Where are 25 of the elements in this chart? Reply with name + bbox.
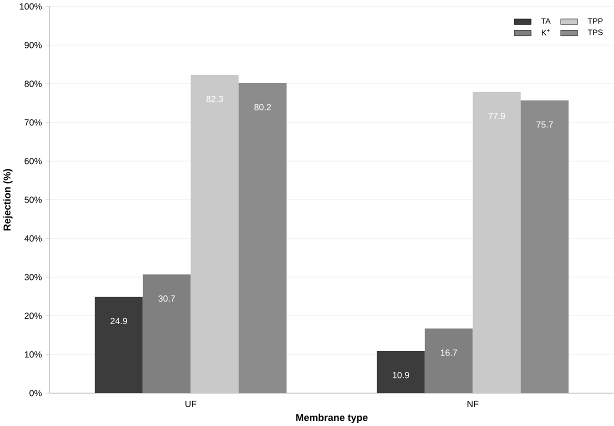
y-tick-label: 90% [24, 42, 42, 48]
y-tick-label: 60% [24, 158, 42, 164]
bar [190, 74, 239, 393]
data-label: 10.9 [392, 372, 410, 378]
data-label: 30.7 [158, 295, 175, 302]
y-tick-label: 30% [24, 274, 42, 280]
bar [94, 296, 143, 393]
bar [376, 350, 425, 393]
x-tick-label: UF [185, 400, 196, 407]
data-label: 16.7 [440, 349, 457, 356]
y-tick-label: 40% [24, 235, 42, 242]
y-tick-label: 0% [30, 390, 42, 396]
y-tick-label: 50% [24, 196, 42, 203]
data-label: 75.7 [536, 121, 553, 128]
x-axis-title: Membrane type [296, 414, 368, 423]
x-tick-label: NF [468, 400, 478, 407]
data-label: 24.9 [110, 318, 128, 324]
y-tick-label: 80% [24, 80, 42, 87]
y-tick-label: 20% [24, 312, 42, 319]
bar [472, 92, 521, 393]
y-tick-label: 70% [24, 119, 42, 126]
y-tick-label: 10% [24, 351, 42, 358]
data-label: 80.2 [254, 104, 271, 110]
y-axis-title: Rejection (%) [3, 168, 12, 230]
y-tick-label: 100% [20, 3, 42, 10]
